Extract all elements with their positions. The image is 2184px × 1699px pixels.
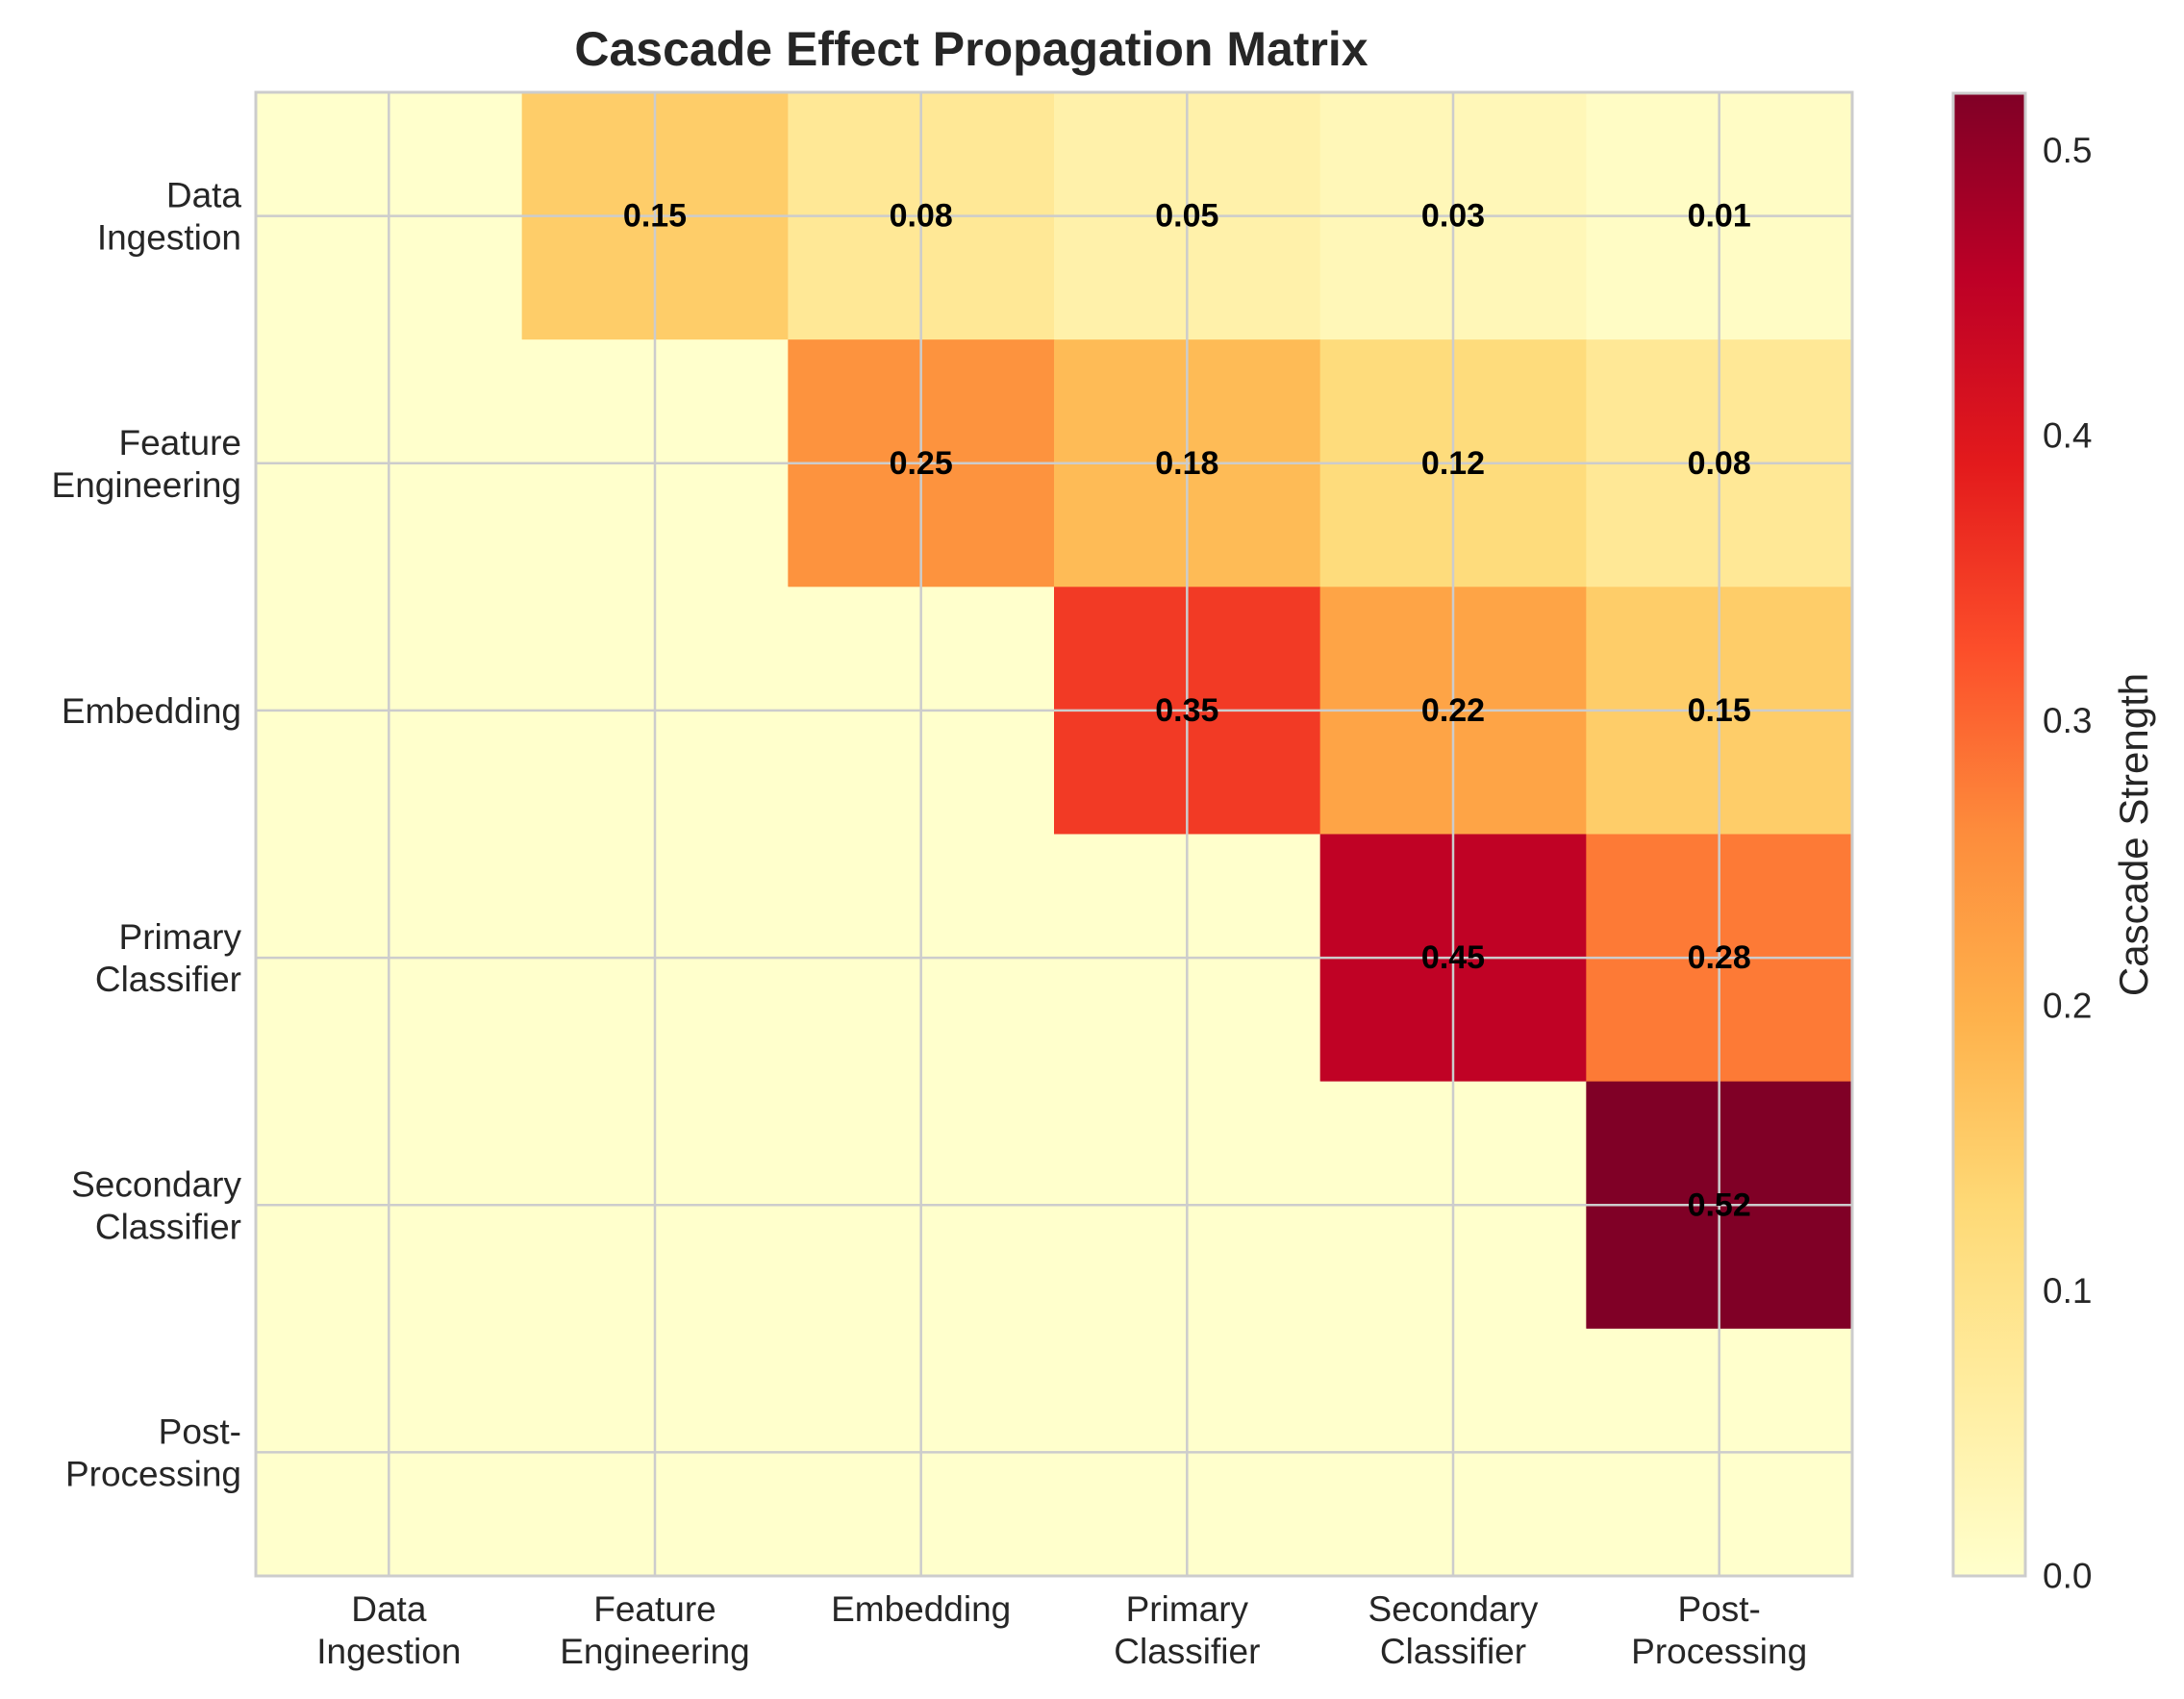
y-tick-label: Primary Classifier	[95, 917, 242, 999]
y-tick-label: Embedding	[62, 690, 241, 730]
cell-value-label: 0.25	[890, 445, 953, 482]
cell-value-label: 0.15	[1688, 692, 1751, 729]
grid-lines	[256, 92, 1852, 1576]
x-axis-ticks: Data Ingestion Feature Engineering Embedding…	[316, 1589, 1807, 1671]
cell-value-label: 0.52	[1688, 1187, 1751, 1223]
cell-value-label: 0.15	[623, 198, 687, 235]
colorbar-tick-label: 0.5	[2043, 131, 2092, 170]
cell-value-labels: 0.15 0.08 0.05 0.03 0.01 0.25 0.18 0.12 0.08 0.35…	[623, 198, 1751, 1224]
colorbar-tick-label: 0.3	[2043, 701, 2092, 740]
heatmap-cells	[256, 92, 1853, 1577]
x-tick-label: Embedding	[831, 1589, 1011, 1629]
cell-value-label: 0.08	[1688, 445, 1751, 482]
colorbar-gradient	[1953, 93, 2025, 1576]
colorbar-tick-label: 0.2	[2043, 986, 2092, 1025]
y-axis-ticks: Data Ingestion Feature Engineering Embedding…	[52, 175, 242, 1493]
x-tick-label: Primary Classifier	[1114, 1589, 1260, 1671]
chart-title: Cascade Effect Propagation Matrix	[574, 22, 1368, 76]
cell-value-label: 0.01	[1688, 198, 1751, 235]
colorbar-tick-label: 0.4	[2043, 415, 2092, 455]
y-tick-label: Feature Engineering	[52, 422, 241, 504]
y-tick-label: Data Ingestion	[97, 175, 242, 257]
cell-value-label: 0.08	[890, 198, 953, 235]
colorbar-label: Cascade Strength	[2111, 673, 2156, 996]
plot-frame	[254, 90, 1854, 1578]
colorbar-ticks: 0.0 0.1 0.2 0.3 0.4 0.5	[2043, 131, 2092, 1596]
colorbar-frame	[1951, 91, 2027, 1578]
x-tick-label: Secondary Classifier	[1368, 1589, 1539, 1671]
x-tick-label: Post-Processing	[1631, 1589, 1807, 1671]
cell-value-label: 0.28	[1688, 939, 1751, 976]
cell-value-label: 0.05	[1155, 198, 1218, 235]
cell-value-label: 0.35	[1155, 692, 1218, 729]
y-tick-label: Secondary Classifier	[71, 1164, 241, 1246]
cell-value-label: 0.22	[1421, 692, 1485, 729]
cell-value-label: 0.45	[1421, 939, 1485, 976]
colorbar-tick-label: 0.1	[2043, 1271, 2092, 1311]
x-tick-label: Feature Engineering	[560, 1589, 749, 1671]
y-tick-label: Post-Processing	[65, 1412, 241, 1493]
colorbar-tick-label: 0.0	[2043, 1557, 2092, 1596]
cell-value-label: 0.12	[1421, 445, 1485, 482]
x-tick-label: Data Ingestion	[316, 1589, 461, 1671]
cell-value-label: 0.18	[1155, 445, 1218, 482]
colorbar: 0.0 0.1 0.2 0.3 0.4 0.5 Cascade Strength	[1951, 91, 2156, 1596]
cell-value-label: 0.03	[1421, 198, 1485, 235]
